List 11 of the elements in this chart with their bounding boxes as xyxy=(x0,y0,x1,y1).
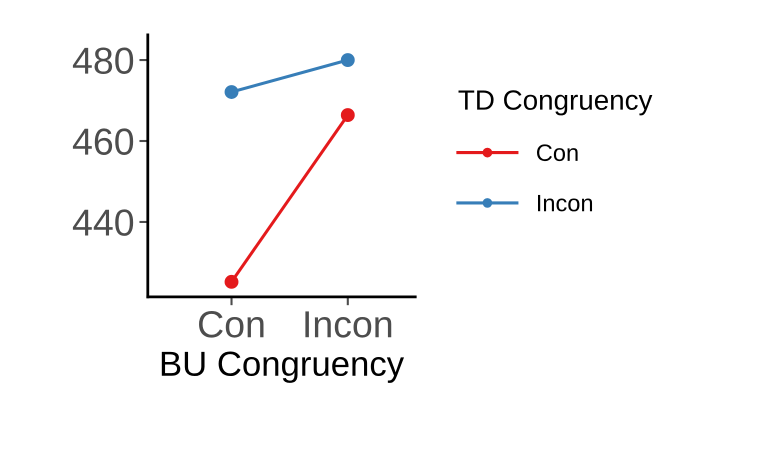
y-tick-label: 480 xyxy=(72,47,134,74)
legend-title: TD Congruency xyxy=(458,90,652,116)
point xyxy=(224,85,238,99)
x-axis-title: BU Congruency xyxy=(162,351,404,383)
y-tick-label: 440 xyxy=(72,209,134,236)
y-tick-label: 460 xyxy=(72,128,134,155)
point xyxy=(340,53,355,67)
legend-label: Con xyxy=(537,144,578,162)
legend-label: Incon xyxy=(538,194,592,212)
point xyxy=(224,274,238,289)
point xyxy=(340,108,355,122)
